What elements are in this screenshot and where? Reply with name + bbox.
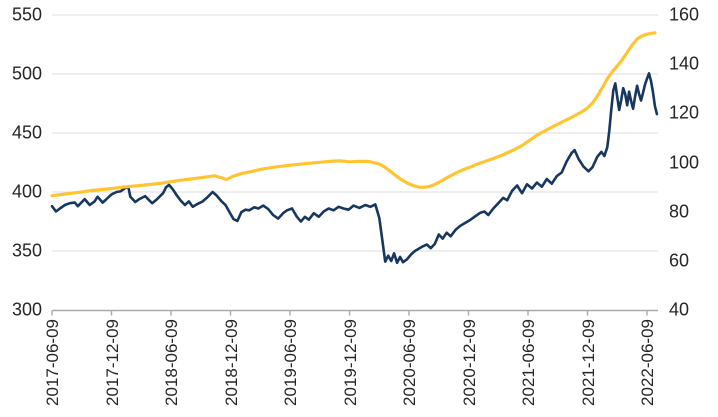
x-axis-tick-label: 2019-06-09 xyxy=(281,319,300,406)
x-axis-tick-label: 2017-06-09 xyxy=(43,319,62,406)
left-axis-tick-label: 350 xyxy=(11,240,42,261)
x-axis-tick-label: 2020-12-09 xyxy=(459,319,479,406)
left-axis-tick-label: 300 xyxy=(11,299,42,320)
left-axis-tick-label: 400 xyxy=(11,181,42,202)
left-axis-tick-label: 550 xyxy=(11,4,42,25)
left-axis-tick-label: 500 xyxy=(11,63,42,84)
x-axis-tick-label: 2022-06-09 xyxy=(638,319,657,406)
x-axis-tick-label: 2021-06-09 xyxy=(519,319,538,406)
right-axis-tick-label: 120 xyxy=(669,102,700,123)
right-axis-tick-label: 140 xyxy=(669,53,700,74)
left-axis-tick-label: 450 xyxy=(11,122,42,143)
x-axis-tick-label: 2021-12-09 xyxy=(578,319,598,406)
x-axis-tick-label: 2018-12-09 xyxy=(221,319,241,406)
x-axis-tick-label: 2017-12-09 xyxy=(102,319,122,406)
x-axis-tick-label: 2019-12-09 xyxy=(340,319,360,406)
right-axis-tick-label: 160 xyxy=(669,4,700,25)
x-axis-tick-label: 2018-06-09 xyxy=(162,319,181,406)
x-axis-line-and-ticks xyxy=(51,309,658,316)
right-axis-tick-label: 80 xyxy=(669,201,690,222)
right-axis-tick-label: 60 xyxy=(669,250,690,271)
gold-smooth-series-line xyxy=(50,31,657,198)
gridlines xyxy=(52,14,658,252)
navy-volatile-series-line xyxy=(50,72,659,265)
right-axis-tick-label: 40 xyxy=(669,299,690,320)
right-axis-tick-label: 100 xyxy=(669,152,700,172)
series-lines xyxy=(50,31,659,265)
x-axis-tick-label: 2020-06-09 xyxy=(400,319,419,406)
